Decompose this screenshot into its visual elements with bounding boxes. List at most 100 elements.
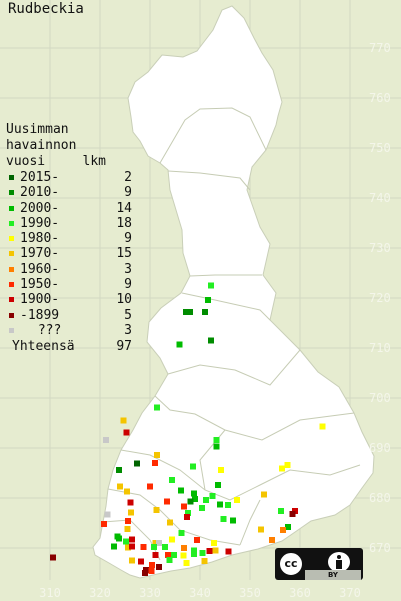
y-tick-label: 760 — [369, 91, 391, 105]
observation-marker — [289, 511, 296, 517]
legend-entry-count: 18 — [116, 215, 132, 231]
legend-entry-count: 9 — [124, 185, 132, 201]
legend-entry: 1960- 3 — [6, 262, 136, 277]
x-tick-label: 350 — [239, 586, 261, 600]
observation-marker — [162, 544, 168, 550]
legend-entry-label: 1970- — [20, 246, 60, 262]
legend-entry: 2015- 2 — [6, 170, 136, 185]
observation-marker — [191, 551, 197, 557]
legend-swatch — [9, 327, 14, 333]
observation-marker — [129, 557, 135, 564]
observation-marker — [201, 558, 208, 564]
observation-marker — [124, 488, 130, 495]
observation-marker — [166, 557, 173, 563]
legend: Uusimman havainnon vuosi lkm 2015- 2 2010-… — [6, 122, 136, 355]
legend-entry-count: 5 — [124, 307, 132, 323]
observation-marker — [152, 552, 159, 558]
observation-marker — [269, 537, 275, 543]
y-tick-label: 700 — [369, 391, 391, 405]
observation-marker — [134, 460, 140, 467]
observation-marker — [202, 309, 208, 315]
legend-entry-label: 1950- — [20, 277, 60, 293]
legend-swatch — [9, 312, 14, 318]
observation-marker — [183, 560, 190, 566]
legend-entry: 1990- 18 — [6, 216, 136, 231]
observation-marker — [164, 498, 170, 505]
legend-header-line: Uusimman — [6, 122, 69, 137]
y-tick-label: 720 — [369, 291, 391, 305]
y-tick-label: 770 — [369, 41, 391, 55]
observation-marker — [180, 552, 187, 559]
observation-marker — [123, 538, 129, 545]
y-tick-label: 730 — [369, 241, 391, 255]
legend-entry-count: 3 — [124, 261, 132, 277]
observation-marker — [206, 548, 213, 554]
observation-marker — [104, 511, 111, 518]
y-tick-label: 740 — [369, 191, 391, 205]
observation-marker — [191, 547, 197, 554]
observation-marker — [50, 554, 56, 561]
observation-marker — [152, 540, 159, 546]
observation-marker — [203, 497, 209, 503]
observation-marker — [165, 552, 171, 558]
observation-marker — [280, 527, 286, 533]
y-tick-label: 710 — [369, 341, 391, 355]
y-tick-label: 670 — [369, 541, 391, 555]
observation-marker — [211, 540, 217, 546]
x-tick-label: 320 — [89, 586, 111, 600]
observation-marker — [225, 548, 232, 555]
y-tick-label: 690 — [369, 441, 391, 455]
observation-marker — [116, 467, 122, 473]
observation-marker — [191, 490, 197, 497]
observation-marker — [147, 483, 153, 490]
observation-marker — [212, 547, 219, 554]
legend-header-vuosi: vuosi — [6, 154, 46, 169]
observation-marker — [101, 521, 107, 527]
legend-entry: 1900- 10 — [6, 292, 136, 307]
legend-entry: 1980- 9 — [6, 231, 136, 246]
x-tick-label: 310 — [39, 586, 61, 600]
legend-entry: -1899 5 — [6, 308, 136, 323]
observation-marker — [213, 437, 220, 443]
legend-entry: 1970- 15 — [6, 246, 136, 261]
observation-marker — [103, 437, 109, 443]
observation-marker — [205, 297, 211, 303]
observation-marker — [129, 543, 135, 550]
observation-marker — [152, 460, 158, 466]
cc-by-license-badge: cc BY — [275, 548, 363, 580]
observation-marker — [225, 502, 231, 508]
observation-marker — [199, 505, 205, 511]
observation-marker — [171, 552, 177, 558]
observation-marker — [278, 508, 284, 514]
observation-marker — [185, 510, 191, 516]
cc-icon: cc — [279, 552, 303, 576]
legend-entry-label: ??? — [30, 322, 62, 338]
observation-marker — [213, 443, 220, 450]
observation-marker — [190, 463, 196, 470]
observation-marker — [120, 417, 127, 424]
observation-marker — [208, 337, 214, 344]
legend-entry-label: 1900- — [20, 292, 60, 308]
observation-marker — [285, 524, 291, 530]
legend-entry: ??? 3 — [6, 323, 136, 338]
observation-marker — [117, 483, 123, 490]
observation-marker — [154, 404, 160, 411]
legend-swatch — [9, 220, 14, 226]
observation-marker — [116, 535, 122, 542]
legend-swatch — [9, 297, 14, 303]
observation-marker — [176, 341, 183, 348]
observation-marker — [129, 536, 135, 543]
legend-entry-count: 15 — [116, 246, 132, 262]
observation-marker — [167, 519, 173, 526]
observation-marker — [194, 537, 200, 543]
legend-total-count: 97 — [116, 339, 132, 355]
legend-swatch — [9, 175, 14, 180]
observation-marker — [284, 462, 291, 468]
legend-total-label: Yhteensä — [12, 339, 75, 355]
coordinate-ticks: 310 320 330 340 350 360 3707707607507407307207… — [39, 41, 391, 600]
legend-entry-label: -1899 — [20, 307, 60, 323]
observation-marker — [140, 544, 147, 550]
observation-marker — [178, 487, 184, 494]
observation-marker — [128, 509, 134, 516]
